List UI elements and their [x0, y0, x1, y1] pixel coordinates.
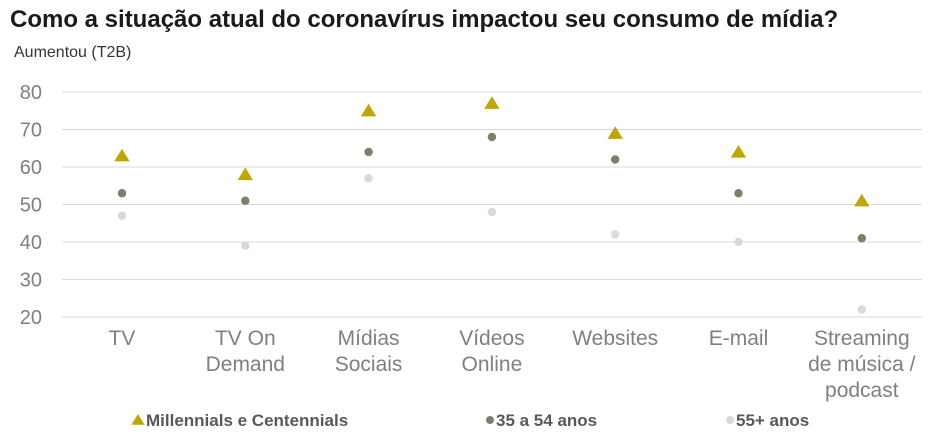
data-point-millennials — [730, 145, 747, 158]
x-category-label: Demand — [206, 353, 285, 376]
y-tick-label: 80 — [20, 82, 42, 104]
legend-label: 35 a 54 anos — [496, 411, 597, 430]
x-category-label: Websites — [572, 327, 658, 350]
data-point-millennials — [237, 167, 253, 181]
data-point-millennials — [607, 126, 623, 139]
data-point-55plus — [734, 237, 743, 247]
legend-marker-circle — [726, 416, 734, 424]
data-point-millennials — [114, 148, 130, 162]
data-point-35-54 — [117, 189, 127, 198]
data-point-35-54 — [364, 147, 373, 157]
data-point-35-54 — [487, 132, 497, 142]
data-point-35-54 — [734, 189, 743, 198]
x-category-label: TV On — [215, 327, 276, 350]
data-point-55plus — [117, 211, 127, 220]
x-category-label: podcast — [825, 379, 899, 402]
y-tick-label: 20 — [20, 307, 42, 329]
data-point-55plus — [241, 241, 250, 250]
data-point-35-54 — [241, 196, 250, 205]
y-tick-label: 70 — [20, 120, 42, 142]
data-point-millennials — [484, 96, 500, 109]
chart-title: Como a situação atual do coronavírus imp… — [10, 6, 839, 33]
x-category-label: Online — [462, 353, 523, 376]
x-category-label: TV — [109, 327, 136, 350]
y-tick-label: 40 — [20, 232, 42, 254]
data-point-millennials — [360, 103, 377, 117]
data-point-55plus — [611, 230, 620, 239]
legend-label: Millennials e Centennials — [146, 411, 348, 430]
data-point-millennials — [854, 193, 870, 207]
y-tick-label: 60 — [20, 157, 42, 179]
x-category-label: Vídeos — [459, 327, 524, 350]
x-category-label: Mídias — [338, 327, 400, 350]
legend-marker-circle — [486, 416, 494, 424]
x-category-label: E-mail — [709, 327, 769, 350]
x-category-label: de música / — [808, 353, 916, 376]
x-category-label: Streaming — [814, 327, 910, 350]
legend-marker-triangle — [131, 414, 145, 425]
data-point-35-54 — [611, 155, 620, 164]
data-point-35-54 — [857, 234, 866, 243]
data-point-55plus — [857, 305, 866, 314]
x-category-label: Sociais — [335, 353, 403, 376]
legend-label: 55+ anos — [736, 411, 809, 430]
chart-subtitle: Aumentou (T2B) — [14, 44, 132, 61]
y-tick-label: 30 — [20, 270, 42, 292]
y-tick-label: 50 — [20, 195, 42, 217]
data-point-55plus — [364, 174, 373, 183]
data-point-55plus — [487, 207, 497, 217]
